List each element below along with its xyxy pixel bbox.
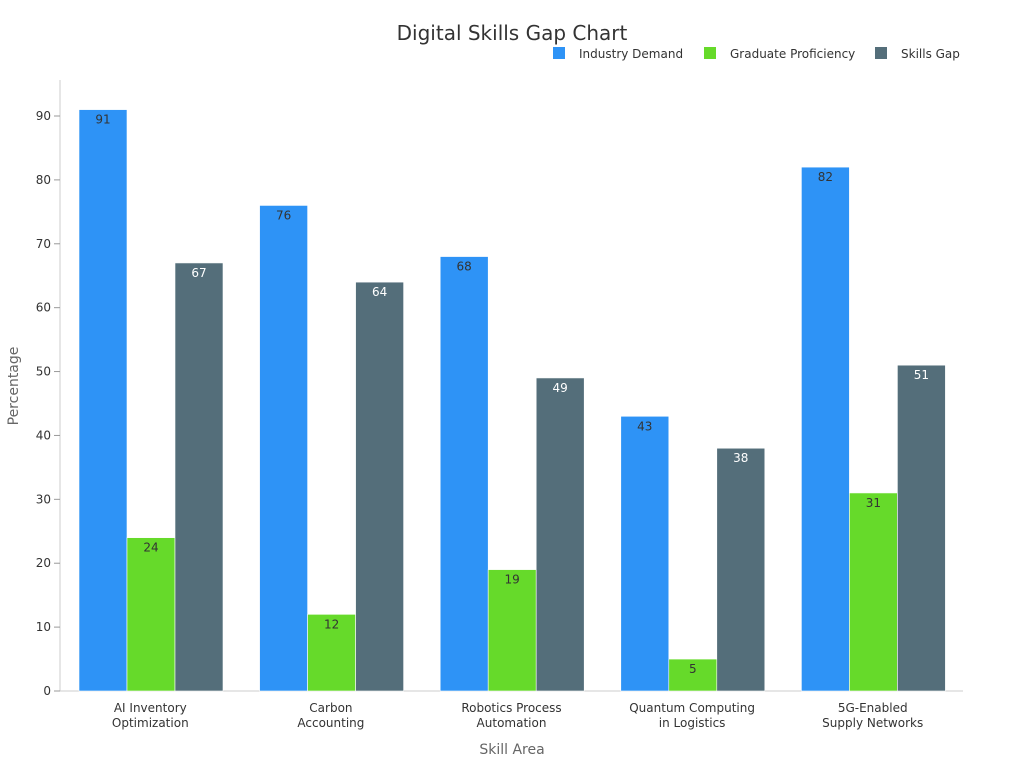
y-axis-label: Percentage <box>6 347 22 426</box>
data-label: 49 <box>553 381 568 395</box>
bar-industry-demand[interactable] <box>439 256 489 692</box>
y-tick-label: 70 <box>36 237 51 251</box>
data-label: 12 <box>324 617 339 631</box>
bar-graduate-proficiency[interactable] <box>307 614 356 692</box>
data-label: 31 <box>866 496 881 510</box>
bar-graduate-proficiency[interactable] <box>126 537 176 692</box>
x-tick-label: Carbon Accounting <box>297 701 364 730</box>
y-tick-label: 80 <box>36 173 51 187</box>
bar-skills-gap[interactable] <box>535 377 585 692</box>
data-label: 91 <box>95 113 110 127</box>
legend-label[interactable]: Skills Gap <box>901 47 960 61</box>
legend-swatch <box>704 47 716 59</box>
data-label: 67 <box>191 266 206 280</box>
bar-graduate-proficiency[interactable] <box>849 492 898 692</box>
y-tick-label: 50 <box>36 365 51 379</box>
y-tick-label: 90 <box>36 109 51 123</box>
x-tick-label: AI Inventory Optimization <box>112 701 189 730</box>
bar-industry-demand[interactable] <box>801 166 850 692</box>
data-label: 38 <box>733 451 748 465</box>
y-tick-label: 40 <box>36 428 51 442</box>
y-tick-label: 60 <box>36 301 51 315</box>
bar-skills-gap[interactable] <box>897 364 946 692</box>
legend-label[interactable]: Graduate Proficiency <box>730 47 855 61</box>
bar-graduate-proficiency[interactable] <box>487 569 537 692</box>
data-label: 82 <box>818 170 833 184</box>
legend-swatch <box>553 47 565 59</box>
bars: 91 24 67 76 12 64 68 19 49 43 5 38 82 31 51 <box>78 109 946 692</box>
bar-industry-demand[interactable] <box>259 205 308 692</box>
bar-industry-demand[interactable] <box>620 415 670 692</box>
bar-industry-demand[interactable] <box>78 109 128 692</box>
y-tick-label: 30 <box>36 492 51 506</box>
y-tick-label: 0 <box>43 684 51 698</box>
bar-skills-gap[interactable] <box>716 447 766 692</box>
data-label: 5 <box>689 662 697 676</box>
data-label: 76 <box>276 208 291 222</box>
legend-label[interactable]: Industry Demand <box>579 47 683 61</box>
x-axis-label: Skill Area <box>479 742 544 758</box>
legend: Industry Demand Graduate Proficiency Skill… <box>553 47 960 61</box>
bar-graduate-proficiency[interactable] <box>668 658 718 692</box>
bar-skills-gap[interactable] <box>174 262 224 692</box>
axes: 0 10 20 30 40 50 60 70 80 90 AI Inventory Optimizat… <box>36 80 963 730</box>
y-tick-label: 10 <box>36 620 51 634</box>
data-label: 64 <box>372 285 387 299</box>
data-label: 24 <box>143 541 158 555</box>
chart-title: Digital Skills Gap Chart <box>397 21 628 45</box>
y-tick-label: 20 <box>36 556 51 570</box>
data-label: 43 <box>637 419 652 433</box>
bar-skills-gap[interactable] <box>355 281 404 692</box>
data-label: 68 <box>457 260 472 274</box>
x-tick-label: Robotics Process Automation <box>461 701 561 730</box>
data-label: 51 <box>914 368 929 382</box>
x-tick-label: Quantum Computing in Logistics <box>629 701 755 730</box>
legend-swatch <box>875 47 887 59</box>
data-label: 19 <box>505 573 520 587</box>
x-tick-label: 5G-Enabled Supply Networks <box>822 701 923 730</box>
